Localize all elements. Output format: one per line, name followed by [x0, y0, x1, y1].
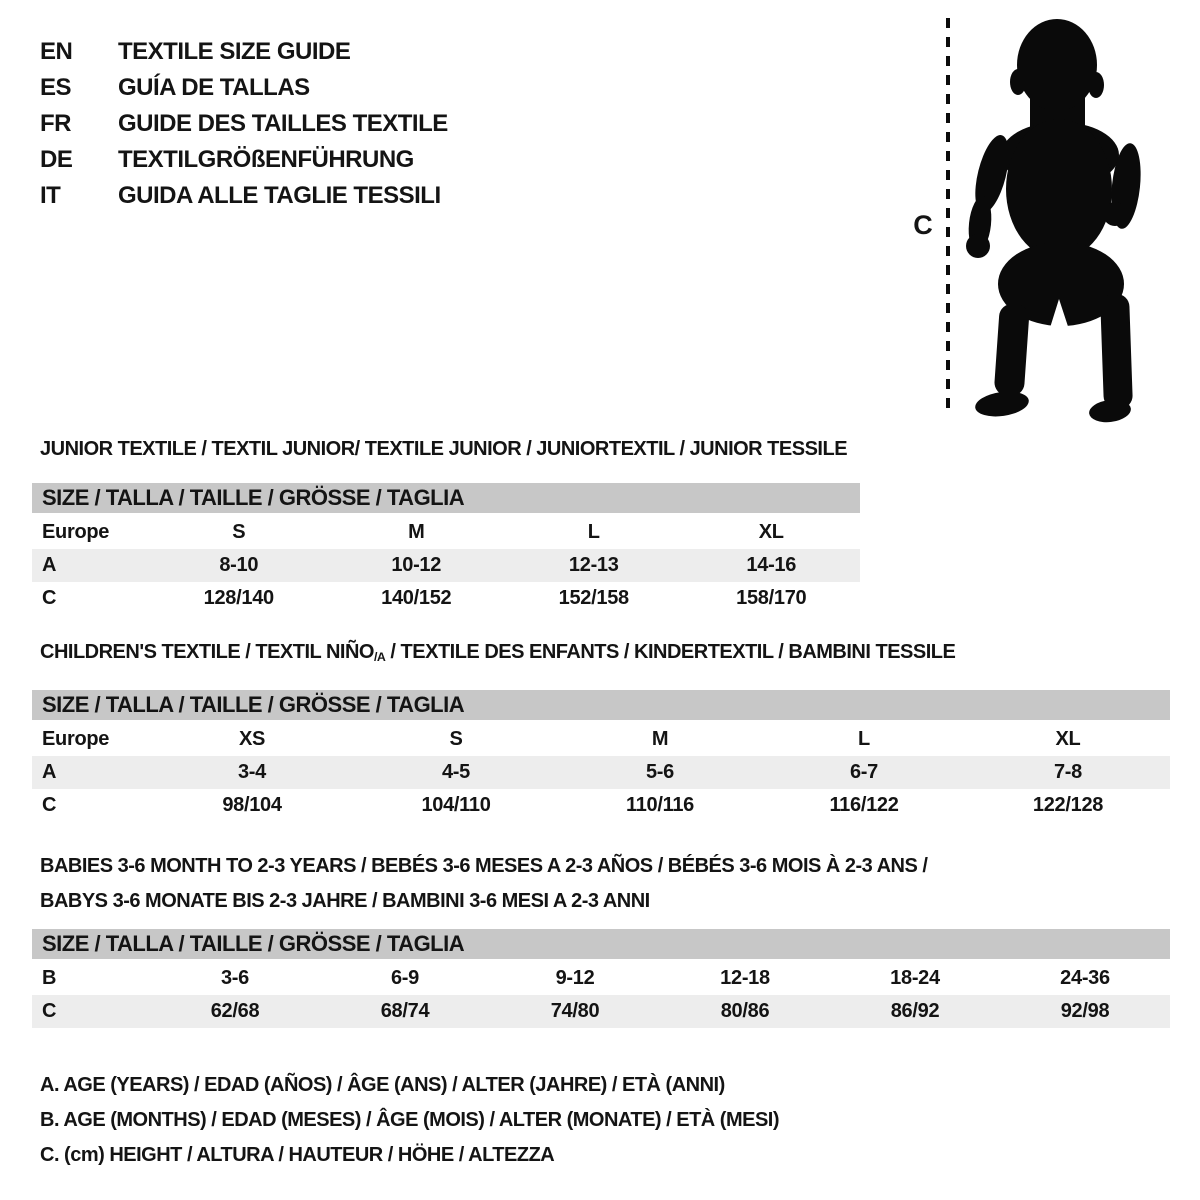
junior-size-table: SIZE / TALLA / TAILLE / GRÖSSE / TAGLIA …	[32, 483, 860, 615]
legend-line-c: C. (cm) HEIGHT / ALTURA / HAUTEUR / HÖHE…	[40, 1144, 555, 1166]
baby-silhouette	[966, 19, 1141, 424]
table-row: C 128/140 140/152 152/158 158/170	[32, 582, 860, 615]
babies-size-table: SIZE / TALLA / TAILLE / GRÖSSE / TAGLIA …	[32, 929, 1170, 1028]
language-label: GUIDE DES TAILLES TEXTILE	[118, 110, 448, 137]
language-label: TEXTILE SIZE GUIDE	[118, 38, 351, 65]
size-header-label: SIZE / TALLA / TAILLE / GRÖSSE / TAGLIA	[42, 692, 465, 717]
language-code: EN	[40, 38, 73, 65]
size-header-label: SIZE / TALLA / TAILLE / GRÖSSE / TAGLIA	[42, 931, 465, 956]
legend-line-a: A. AGE (YEARS) / EDAD (AÑOS) / ÂGE (ANS)…	[40, 1074, 725, 1096]
language-label: TEXTILGRÖßENFÜHRUNG	[118, 146, 414, 173]
list-item: EN TEXTILE SIZE GUIDE	[40, 34, 448, 70]
size-header-bar: SIZE / TALLA / TAILLE / GRÖSSE / TAGLIA	[32, 690, 1170, 720]
measure-label-c: C	[913, 210, 933, 240]
table-row: B 3-6 6-9 9-12 12-18 18-24 24-36	[32, 962, 1170, 995]
language-code: FR	[40, 110, 72, 137]
table-row: A 8-10 10-12 12-13 14-16	[32, 549, 860, 582]
row-label: B	[42, 967, 57, 989]
size-header-bar: SIZE / TALLA / TAILLE / GRÖSSE / TAGLIA	[32, 483, 860, 513]
babies-title-line1: BABIES 3-6 MONTH TO 2-3 YEARS / BEBÉS 3-…	[40, 855, 928, 877]
list-item: FR GUIDE DES TAILLES TEXTILE	[40, 106, 448, 142]
legend-line-b: B. AGE (MONTHS) / EDAD (MESES) / ÂGE (MO…	[40, 1109, 780, 1131]
list-item: DE TEXTILGRÖßENFÜHRUNG	[40, 142, 448, 178]
language-code: IT	[40, 182, 61, 209]
language-label: GUIDA ALLE TAGLIE TESSILI	[118, 182, 441, 209]
height-measure-line	[946, 18, 950, 415]
row-label: C	[42, 1000, 57, 1022]
language-code: ES	[40, 74, 72, 101]
size-header-label: SIZE / TALLA / TAILLE / GRÖSSE / TAGLIA	[42, 485, 465, 510]
language-title-list: EN TEXTILE SIZE GUIDE ES GUÍA DE TALLAS …	[40, 34, 448, 214]
babies-title-line2: BABYS 3-6 MONATE BIS 2-3 JAHRE / BAMBINI…	[40, 890, 650, 912]
babies-section-title: BABIES 3-6 MONTH TO 2-3 YEARS / BEBÉS 3-…	[40, 849, 928, 919]
table-row: C 98/104 104/110 110/116 116/122 122/128	[32, 789, 1170, 822]
row-label: Europe	[42, 521, 110, 543]
children-size-table: SIZE / TALLA / TAILLE / GRÖSSE / TAGLIA …	[32, 690, 1170, 822]
language-label: GUÍA DE TALLAS	[118, 74, 310, 101]
list-item: IT GUIDA ALLE TAGLIE TESSILI	[40, 178, 448, 214]
list-item: ES GUÍA DE TALLAS	[40, 70, 448, 106]
table-row: C 62/68 68/74 74/80 80/86 86/92 92/98	[32, 995, 1170, 1028]
measurement-legend: A. AGE (YEARS) / EDAD (AÑOS) / ÂGE (ANS)…	[40, 1068, 780, 1173]
row-label: Europe	[42, 728, 110, 750]
title-subscript: /A	[373, 650, 386, 665]
row-label: C	[42, 794, 57, 816]
junior-section-title: JUNIOR TEXTILE / TEXTIL JUNIOR/ TEXTILE …	[40, 438, 848, 460]
row-label: C	[42, 587, 57, 609]
row-label: A	[42, 554, 57, 576]
row-label: A	[42, 761, 57, 783]
table-row: A 3-4 4-5 5-6 6-7 7-8	[32, 756, 1170, 789]
size-header-bar: SIZE / TALLA / TAILLE / GRÖSSE / TAGLIA	[32, 929, 1170, 959]
language-code: DE	[40, 146, 73, 173]
table-row: Europe XS S M L XL	[32, 723, 1170, 756]
table-row: Europe S M L XL	[32, 516, 860, 549]
children-section-title: CHILDREN'S TEXTILE / TEXTIL NIÑO/A / TEX…	[40, 641, 956, 665]
